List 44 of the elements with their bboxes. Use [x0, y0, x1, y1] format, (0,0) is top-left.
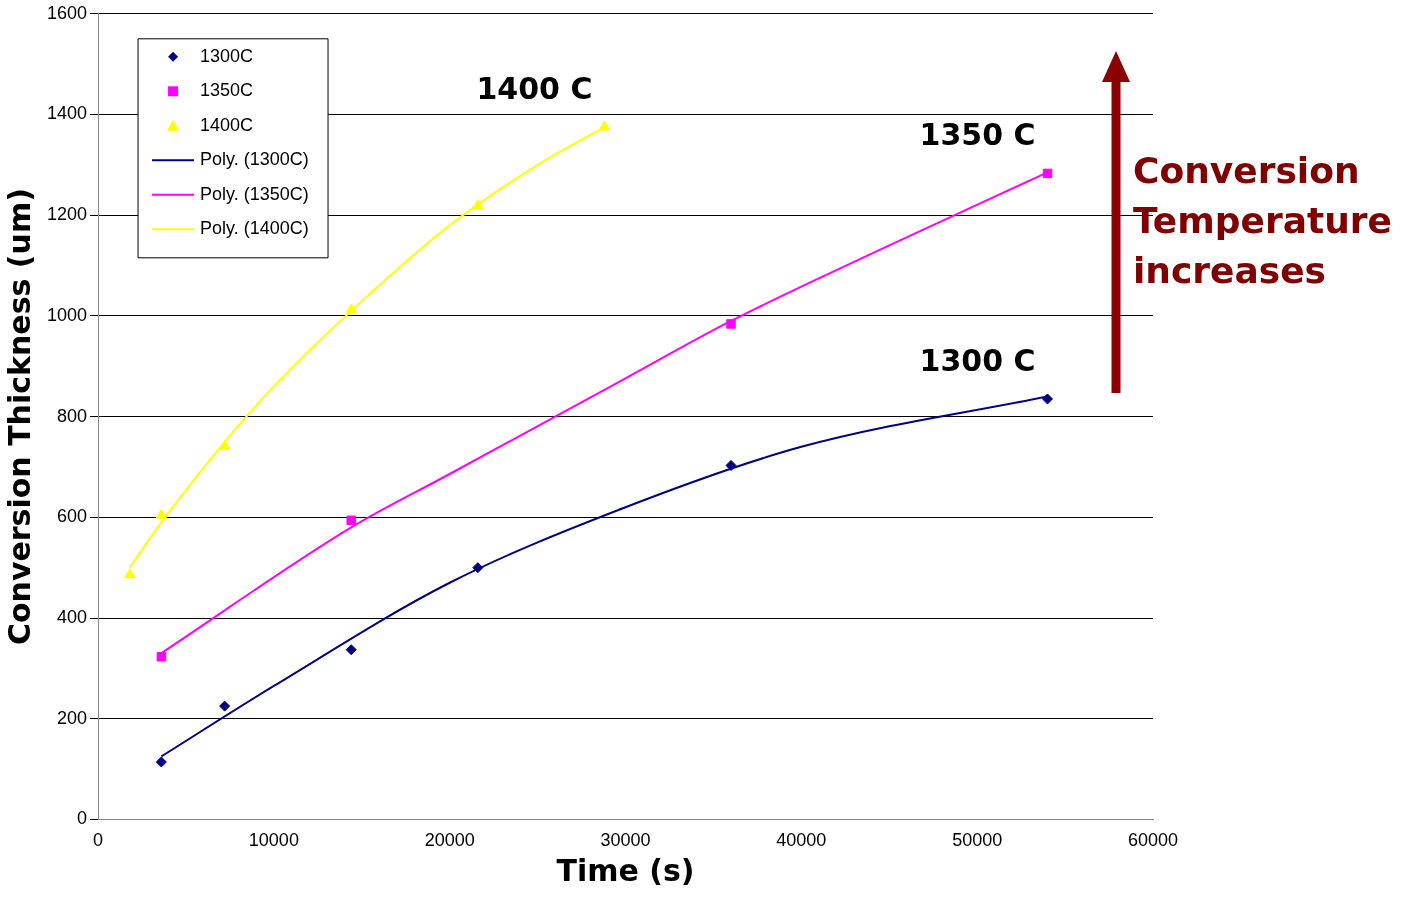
legend-label: 1350C [200, 80, 254, 101]
point [219, 700, 231, 712]
annotation: 1300 C [919, 342, 1036, 378]
annotation: 1400 C [476, 70, 593, 106]
y-tick-label: 1200 [47, 204, 88, 225]
point [156, 652, 167, 662]
point [1042, 168, 1053, 179]
y-tick-label: 200 [57, 707, 88, 728]
x-tick-label: 10000 [248, 830, 299, 851]
x-tick-label: 50000 [952, 830, 1003, 851]
x-tick-label: 0 [93, 830, 104, 851]
legend-label: 1400C [200, 114, 254, 135]
x-tick-label: 20000 [424, 830, 475, 851]
legend-label: Poly. (1350C) [200, 183, 309, 204]
point [345, 303, 357, 314]
y-axis-title: Conversion Thickness (um) [1, 188, 37, 646]
point [346, 515, 356, 526]
point [124, 568, 136, 579]
point [725, 459, 737, 471]
x-tick-label: 30000 [600, 830, 651, 851]
point [1042, 393, 1053, 405]
point [726, 319, 736, 329]
x-axis-title: Time (s) [556, 852, 695, 888]
y-tick-label: 800 [57, 405, 88, 426]
y-tick-label: 600 [57, 506, 88, 527]
point [598, 120, 611, 131]
point [218, 439, 231, 450]
x-tick-label: 40000 [776, 830, 827, 851]
y-tick-label: 1000 [47, 304, 88, 325]
legend-label: 1300C [200, 45, 254, 66]
point [472, 562, 484, 574]
legend-label: Poly. (1300C) [200, 149, 309, 170]
annotation: Conversion Temperature increases [1133, 149, 1393, 293]
y-tick-label: 1400 [47, 103, 88, 124]
annotation: 1350 C [919, 117, 1036, 153]
point [472, 199, 484, 210]
point [345, 644, 357, 656]
x-tick-label: 60000 [1127, 830, 1179, 851]
legend-label: Poly. (1400C) [200, 218, 309, 239]
y-tick-label: 0 [77, 808, 88, 829]
y-tick-label: 1600 [47, 2, 88, 23]
point [155, 508, 168, 519]
y-tick-label: 400 [57, 606, 88, 627]
point [155, 756, 167, 768]
